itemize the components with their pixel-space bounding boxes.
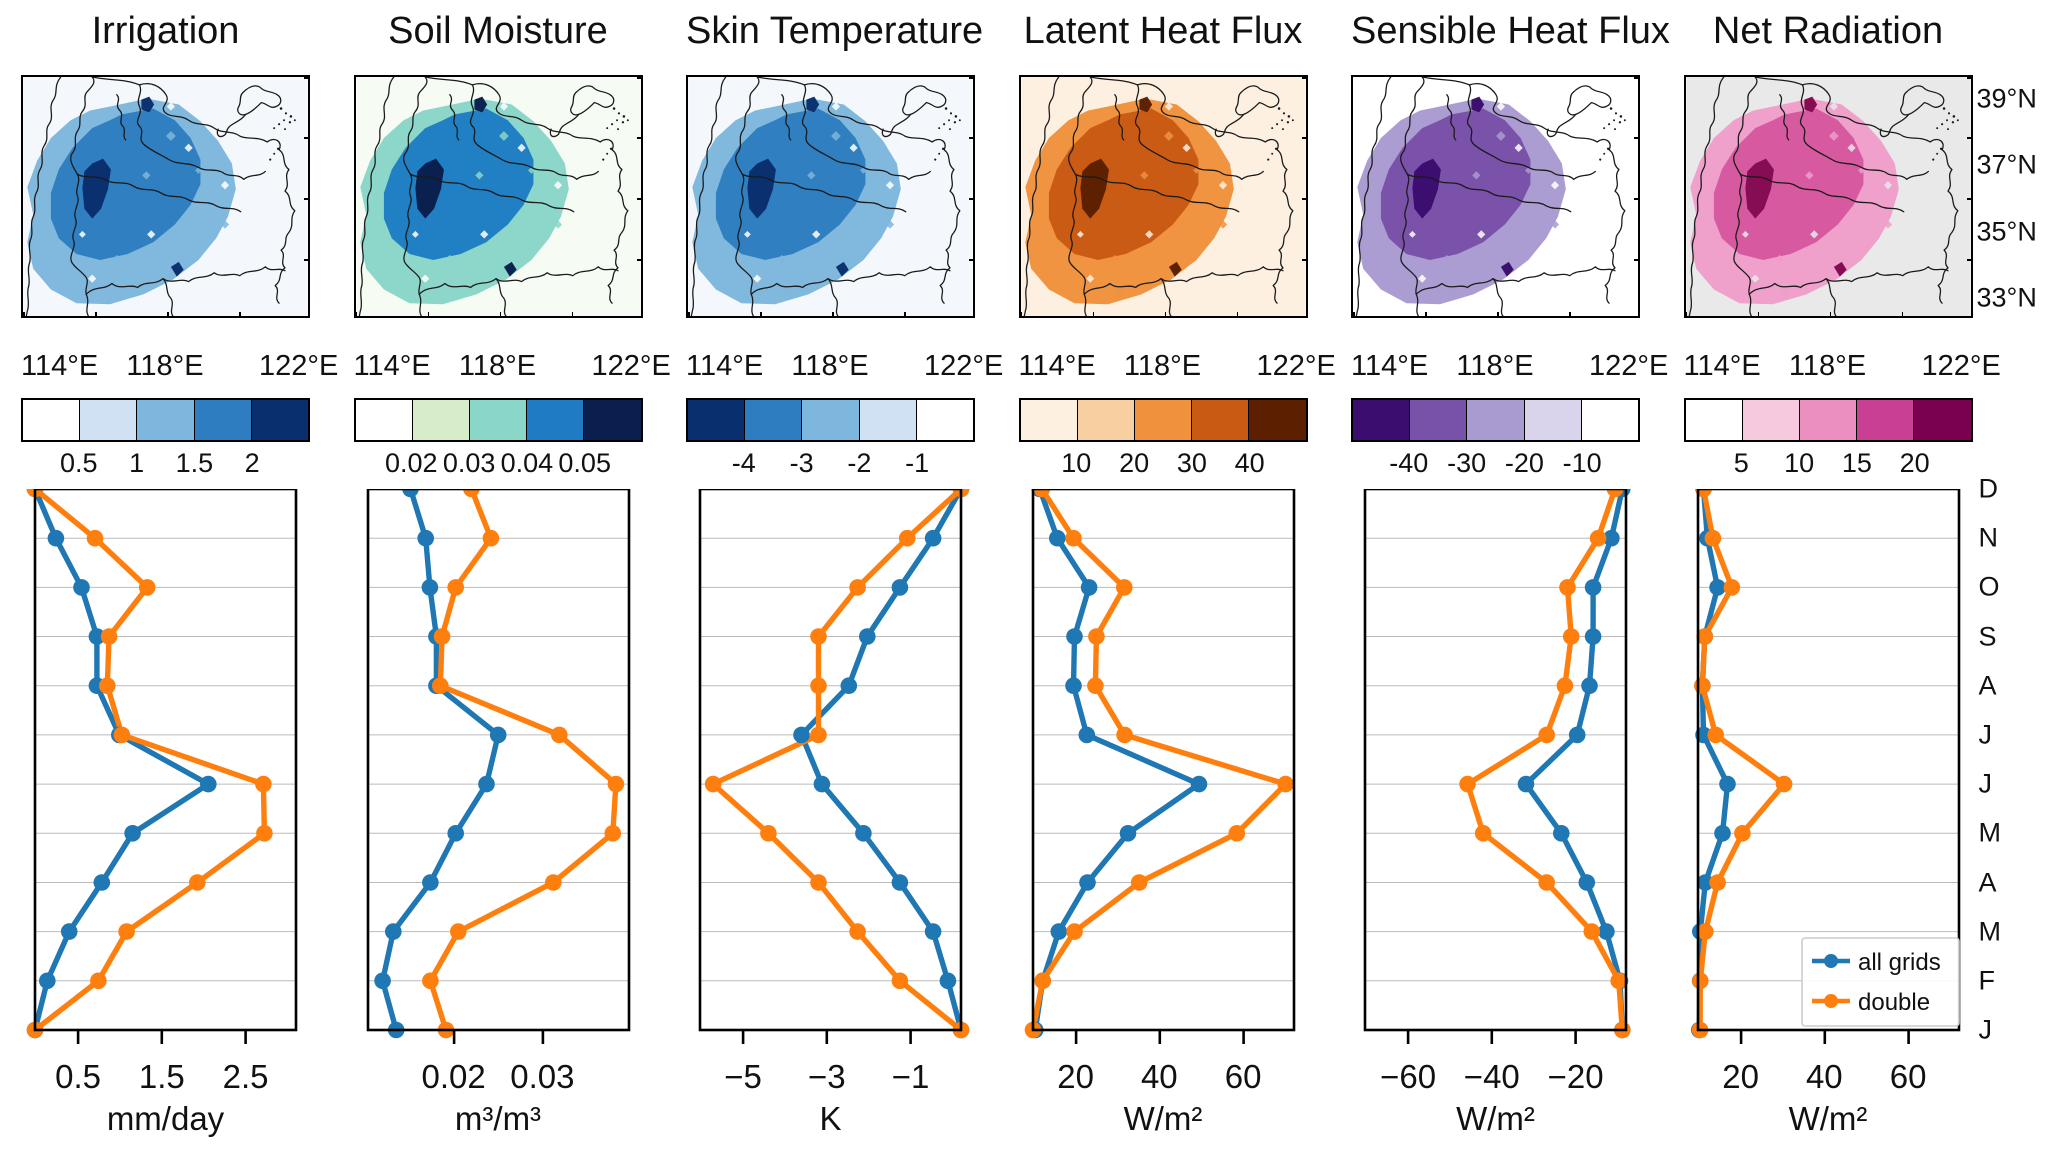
svg-text:double: double: [1858, 989, 1930, 1016]
svg-text:all grids: all grids: [1858, 949, 1941, 976]
